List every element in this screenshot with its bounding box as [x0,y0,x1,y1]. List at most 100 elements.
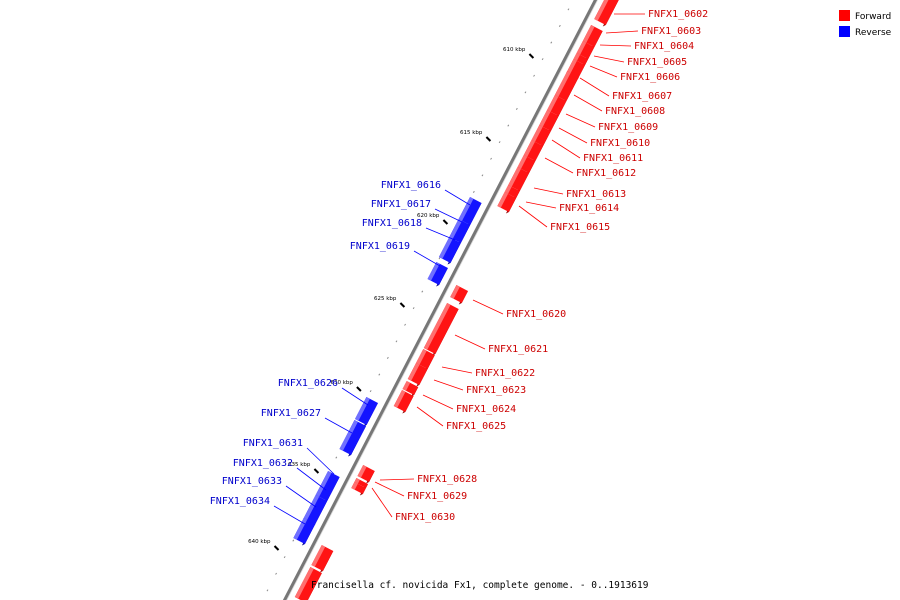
gene-label-forward: FNFX1_0610 [590,138,650,149]
leader-line-reverse [273,505,306,525]
minor-tick [395,340,398,343]
minor-tick [335,456,338,459]
gene-arrow-FNFX1_0630 [351,482,366,496]
minor-tick [292,539,295,542]
gene-arrow-FNFX1_0622 [416,349,435,371]
backbone-layer [282,0,599,600]
minor-tick [481,174,484,177]
gene-label-reverse: FNFX1_0634 [210,496,270,507]
minor-tick [550,41,553,44]
gene-arrow-FNFX1_0609 [539,110,559,133]
gene-arrow-FNFX1_0604 [576,41,595,61]
leader-line-reverse [413,250,441,267]
leader-line-forward [472,299,504,315]
leader-line-forward [589,65,618,78]
gene-label-forward: FNFX1_0628 [417,474,477,485]
minor-tick [266,589,269,592]
gene-arrow-FNFX1_0627 [339,420,367,457]
tick-layer: 610 kbp 615 kbp 620 kbp 625 kbp 630 kbp 635 k… [248,8,570,592]
gene-label-forward: FNFX1_0604 [634,41,694,52]
minor-tick [490,157,492,160]
tick-label: 640 kbp [248,539,271,545]
minor-tick [378,373,381,376]
leader-line-forward [433,379,464,391]
gene-label-forward: FNFX1_0625 [446,421,506,432]
minor-tick [275,572,277,575]
leader-line-reverse [306,447,335,475]
leader-line-reverse [341,387,369,406]
minor-tick [421,290,424,293]
gene-arrow-FNFX1_0608 [547,95,567,118]
gene-label-forward: FNFX1_0611 [583,153,643,164]
tick-label: 610 kbp [503,47,526,53]
labels-layer: FNFX1_0602 FNFX1_0603 FNFX1_0604 FNFX1_0605… [210,9,708,525]
leader-line-forward [441,366,473,374]
gene-label-forward: FNFX1_0624 [456,404,516,415]
gene-label-forward: FNFX1_0605 [627,57,687,68]
major-tick [356,386,362,392]
gene-arrow-extra-24 [294,567,322,600]
gene-arrow-FNFX1_0618 [438,237,461,265]
minor-tick [438,257,441,260]
gene-label-forward: FNFX1_0602 [648,9,708,20]
leader-line-forward [379,478,415,481]
minor-tick [558,24,561,27]
gene-arrow-FNFX1_0631 [315,471,340,503]
gene-arrow-FNFX1_0632 [303,495,328,527]
gene-label-forward: FNFX1_0629 [407,491,467,502]
minor-tick [498,141,501,144]
gene-label-forward: FNFX1_0609 [598,122,658,133]
gene-label-forward: FNFX1_0608 [605,106,665,117]
legend: Forward Reverse [839,10,892,38]
gene-label-reverse: FNFX1_0631 [243,438,303,449]
gene-arrow-FNFX1_0624 [402,381,419,397]
leader-line-forward [533,187,564,195]
gene-arrow-FNFX1_0610 [531,125,551,148]
gene-arrow-FNFX1_0619 [427,262,448,287]
leader-line-reverse [296,467,327,491]
major-tick [528,53,535,59]
legend-reverse-label: Reverse [855,28,892,38]
gene-label-reverse: FNFX1_0617 [371,199,431,210]
gene-arrow-extra-23 [311,545,334,573]
gene-label-forward: FNFX1_0621 [488,344,548,355]
major-tick [442,219,449,225]
gene-arrow-FNFX1_0621 [423,303,459,356]
leader-line-forward [371,487,393,518]
gene-arrow-FNFX1_0603 [582,25,603,49]
leader-line-forward [422,394,454,410]
gene-label-reverse: FNFX1_0626 [278,378,338,389]
leader-line-forward [579,77,610,97]
major-tick [399,302,406,308]
minor-tick [515,107,518,110]
legend-reverse-swatch [839,26,850,37]
minor-tick [369,390,372,393]
tick-label: 620 kbp [417,213,440,219]
genome-caption: Francisella cf. novicida Fx1, complete g… [311,580,649,591]
gene-label-forward: FNFX1_0607 [612,91,672,102]
gene-label-reverse: FNFX1_0618 [362,218,422,229]
gene-label-forward: FNFX1_0603 [641,26,701,37]
leader-line-forward [551,139,581,159]
leader-line-forward [605,30,639,34]
minor-tick [541,58,544,61]
leader-line-reverse [425,227,456,241]
gene-arrow-FNFX1_0615 [497,192,517,214]
legend-forward-label: Forward [855,12,891,22]
gene-label-reverse: FNFX1_0616 [381,180,441,191]
legend-forward-swatch [839,10,850,21]
gene-arrow-FNFX1_0617 [449,219,471,245]
leader-line-forward [544,157,574,174]
leader-line-reverse [324,417,353,434]
major-tick [485,136,492,142]
gene-arrow-FNFX1_0628 [357,465,375,484]
gene-arrow-FNFX1_0602 [594,0,619,27]
leader-line-forward [518,205,548,228]
leader-line-reverse [444,189,471,206]
leader-line-reverse [285,485,317,508]
minor-tick [404,323,406,326]
gene-arrow-FNFX1_0607 [554,71,579,103]
leader-line-forward [525,201,557,209]
leader-line-forward [593,55,625,63]
